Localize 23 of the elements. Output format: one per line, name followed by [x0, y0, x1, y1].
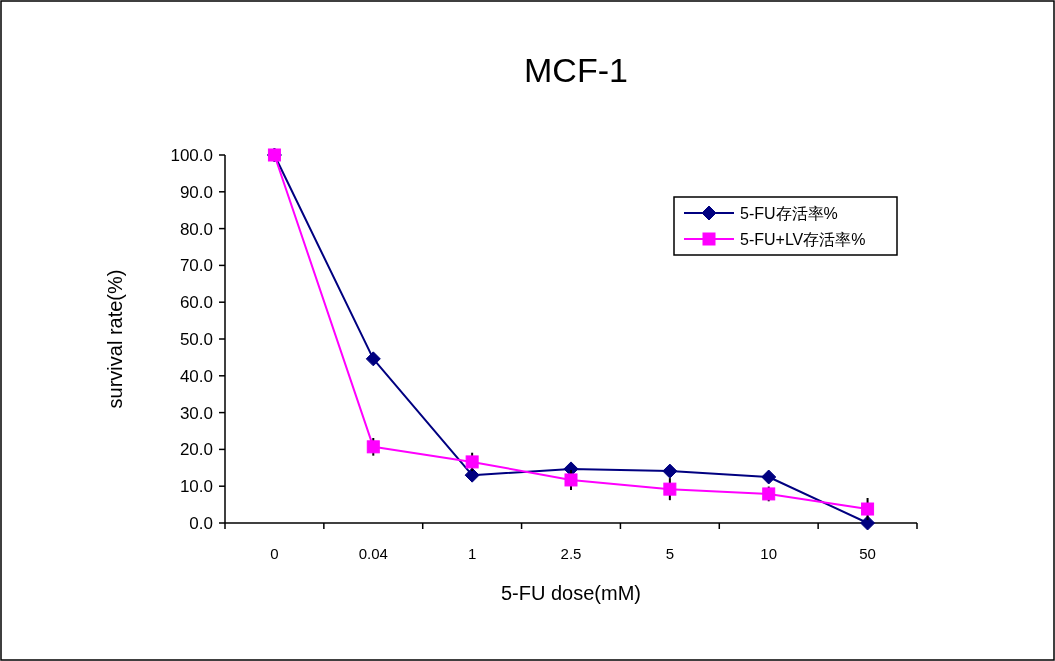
- y-tick-label: 40.0: [179, 366, 213, 386]
- y-tick-label: 50.0: [179, 330, 213, 349]
- legend-label: 5-FU存活率%: [740, 205, 838, 222]
- y-tick-label: 90.0: [179, 182, 213, 202]
- x-tick-label: 0.04: [358, 545, 388, 562]
- y-tick-label: 30.0: [179, 403, 213, 423]
- x-tick-label: 0: [270, 545, 279, 562]
- y-tick-label: 10.0: [179, 477, 213, 497]
- chart-title: MCF-1: [524, 51, 628, 89]
- x-tick-label: 50: [859, 545, 876, 562]
- x-axis-title: 5-FU dose(mM): [500, 582, 642, 604]
- x-tick-label: 5: [665, 545, 675, 562]
- y-tick-label: 60.0: [179, 293, 213, 313]
- y-tick-label: 80.0: [179, 219, 213, 239]
- legend-label: 5-FU+LV存活率%: [740, 231, 866, 248]
- x-tick-label: 10: [760, 545, 778, 562]
- x-tick-label: 2.5: [560, 545, 582, 562]
- y-tick-label: 100.0: [170, 146, 213, 165]
- y-tick-label: 70.0: [179, 256, 213, 276]
- y-tick-label: 0.0: [189, 514, 213, 533]
- y-axis-title: survival rate(%): [104, 269, 126, 409]
- x-tick-label: 1: [467, 545, 477, 562]
- y-tick-label: 20.0: [179, 440, 213, 460]
